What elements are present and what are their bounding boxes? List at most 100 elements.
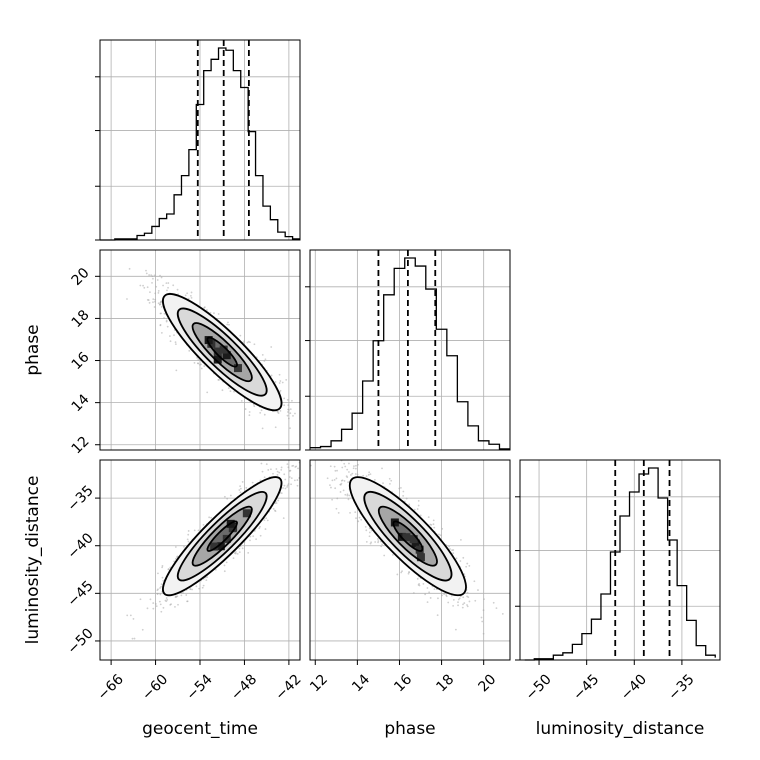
sample-point [350,451,352,453]
sample-point [287,408,290,411]
x-axis-label-phase: phase [384,719,435,739]
sample-point [402,490,405,493]
sample-point [441,527,444,530]
sample-point [129,614,132,617]
sample-point [249,539,251,542]
sample-point [477,589,479,591]
sample-point [184,294,187,297]
sample-point [293,479,296,482]
sample-point [213,312,215,315]
sample-point [278,471,281,474]
sample-point [159,324,162,327]
sample-point [229,494,232,497]
sample-point [433,526,436,529]
sample-point [247,551,250,554]
sample-point [157,302,160,305]
sample-point [156,593,159,595]
sample-point [428,591,431,594]
y-tick-label-phase: 12 [69,433,93,457]
y-tick-label-luminosity-distance: −50 [65,625,97,657]
sample-point [206,391,209,394]
sample-point [340,482,343,485]
sample-point [350,474,352,476]
sample-point [156,279,159,281]
sample-point [294,466,297,468]
sample-point [246,341,249,344]
sample-point [152,607,155,610]
sample-point [146,286,149,289]
sample-point [166,325,169,328]
sample-point [146,607,149,610]
sample-point [286,414,289,417]
sample-point [380,545,383,548]
sample-point [176,288,179,291]
sample-point [368,471,371,474]
sample-point [352,467,355,470]
sample-point [261,427,264,430]
sample-point [187,540,190,543]
sample-point [329,465,332,468]
sample-point [318,453,320,455]
sample-point [437,597,439,600]
sample-point [228,323,230,326]
sample-point [347,498,350,501]
sample-point [432,519,435,522]
sample-point [417,499,420,502]
sample-point [342,489,345,492]
x-tick-label-phase: 18 [433,671,457,695]
sample-point [163,312,166,315]
sample-point [449,548,451,550]
sample-point [293,456,295,458]
sample-point [349,511,351,514]
sample-point [501,612,504,615]
sample-point [186,600,188,603]
y-tick-label-phase: 18 [69,307,93,331]
sample-point [159,303,162,306]
sample-point [438,533,440,536]
sample-point [429,523,432,526]
sample-point [436,614,439,617]
sample-point [174,557,177,560]
sample-point [433,588,436,591]
sample-point [163,317,165,319]
sample-point [159,603,162,606]
sample-point [462,556,465,559]
sample-point [223,495,226,498]
sample-point [126,614,129,617]
sample-point [141,628,144,631]
sample-point [239,485,241,487]
sample-point [459,560,462,562]
sample-point [174,546,177,548]
sample-point [173,560,176,563]
sample-point [248,414,251,417]
sample-point [345,475,348,478]
sample-point [152,277,154,280]
sample-point [354,458,356,460]
sample-point [173,334,175,337]
sample-point [286,398,289,401]
sample-point [468,564,471,567]
sample-point [368,531,371,534]
sample-point [159,587,161,589]
sample-point [223,570,226,573]
sample-point [422,582,425,585]
sample-point [274,426,277,429]
sample-point [391,553,394,556]
sample-point [275,468,278,470]
sample-point [153,306,156,308]
hist-panel-luminosity-distance [515,459,721,661]
sample-point [351,472,354,475]
sample-point [249,341,251,344]
joint-content [310,451,504,635]
sample-point [155,285,158,288]
sample-point [191,588,194,591]
hist-step-luminosity-distance [524,467,716,661]
sample-point [424,593,427,596]
sample-point [188,349,191,352]
sample-point [174,341,177,344]
sample-point [187,533,190,536]
sample-point [165,282,168,284]
sample-point [279,389,282,392]
sample-point [205,579,208,582]
sample-point [245,486,248,489]
